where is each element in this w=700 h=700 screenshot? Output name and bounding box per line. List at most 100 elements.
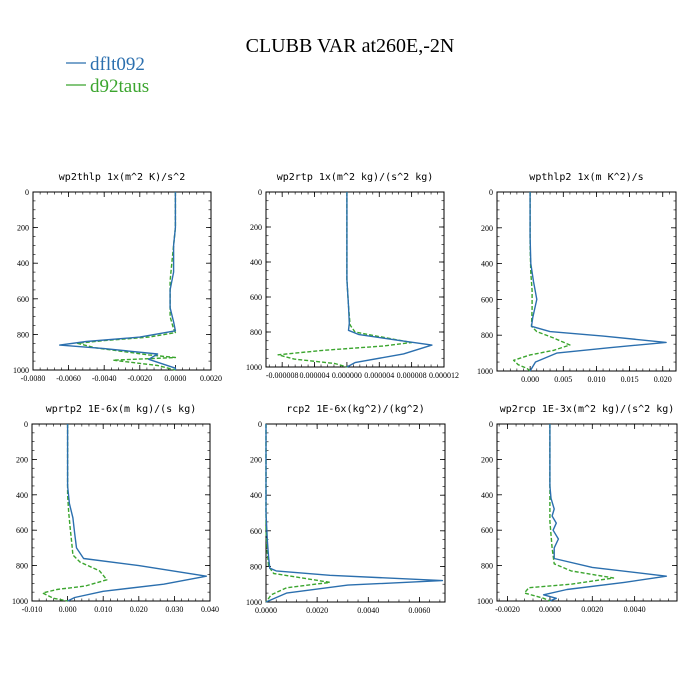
series-line-d92taus [277,192,413,368]
y-tick-label: 800 [481,331,493,340]
x-tick-label: 0.000004 [300,371,330,380]
x-tick-label: 0.010 [587,375,605,384]
x-tick-label: 0.030 [165,605,183,614]
y-tick-label: 1000 [477,597,493,606]
x-tick-label: 0.000004 [364,371,394,380]
x-tick-label: 0.0000 [539,605,561,614]
y-tick-label: 1000 [477,367,493,376]
x-tick-label: 0.0060 [408,606,430,615]
figure-title: CLUBB VAR at260E,-2N [246,35,455,57]
y-tick-label: 600 [16,526,28,535]
panel-title: wprtp2 1E-6x(m kg)/(s kg) [46,404,197,415]
y-tick-label: 400 [250,258,262,267]
y-tick-label: 600 [250,527,262,536]
series-line-dflt092 [529,192,667,372]
plot-frame [265,423,446,603]
series-line-dflt092 [346,192,433,368]
x-tick-label: 0.040 [201,605,219,614]
series-line-dflt092 [59,192,177,370]
plot-frame [31,423,211,602]
y-tick-label: 200 [16,455,28,464]
plot-frame [265,191,445,368]
panel-0: wp2thlp 1x(m^2 K)/s^202004006008001000-0… [13,172,222,383]
series-line-d92taus [512,192,571,372]
y-tick-label: 0 [258,188,262,197]
y-tick-label: 600 [481,526,493,535]
x-tick-label: 0.0040 [624,605,646,614]
panel-3: wprtp2 1E-6x(m kg)/(s kg) 0 200 400 600 800 10… [12,404,219,614]
x-tick-label: 0.000 [521,375,539,384]
series-line-d92taus [265,424,331,603]
x-tick-label: 0.015 [621,375,639,384]
panel-1: wp2rtp 1x(m^2 kg)/(s^2 kg) 0 200 400 600 800 1… [246,172,459,380]
y-tick-label: 800 [16,562,28,571]
x-tick-label: -0.0080 [21,374,46,383]
y-tick-label: 200 [481,224,493,233]
x-tick-label: 0.005 [554,375,572,384]
panel-5: wp2rcp 1E-3x(m^2 kg)/(s^2 kg) 0 200 400 600 8… [477,404,678,614]
y-tick-label: 800 [250,562,262,571]
y-tick-label: 400 [17,259,29,268]
x-tick-label: 0.0000 [164,374,186,383]
y-tick-label: 400 [481,491,493,500]
y-tick-label: 800 [250,328,262,337]
x-tick-label: 0.0040 [357,606,379,615]
panels: wp2thlp 1x(m^2 K)/s^202004006008001000-0… [12,172,678,615]
y-tick-label: 0 [489,188,493,197]
panel-2: wpthlp2 1x(m K^2)/s 0 200 400 600 800 1000 0.00… [477,172,677,384]
y-tick-label: 600 [250,293,262,302]
panel-title: wp2rcp 1E-3x(m^2 kg)/(s^2 kg) [500,404,675,415]
x-tick-label: 0.020 [130,605,148,614]
x-tick-label: -0.0020 [495,605,520,614]
x-tick-label: 0.0020 [306,606,328,615]
x-tick-label: 0.000 [59,605,77,614]
y-tick-label: 400 [16,491,28,500]
y-tick-label: 200 [250,223,262,232]
panel-title: rcp2 1E-6x(kg^2)/(kg^2) [286,404,424,415]
x-tick-label: 0.000000 [332,371,362,380]
x-tick-label: -0.0060 [56,374,81,383]
series-line-dflt092 [265,424,444,603]
y-tick-label: 200 [481,455,493,464]
x-tick-label: -0.000008 [266,371,299,380]
y-tick-label: 800 [17,330,29,339]
y-tick-label: 200 [250,456,262,465]
y-tick-label: 0 [24,420,28,429]
series-line-d92taus [523,424,615,602]
legend: dflt092 d92taus [66,54,149,97]
y-tick-label: 1000 [246,598,262,607]
x-tick-label: 0.0020 [200,374,222,383]
y-tick-label: 200 [17,224,29,233]
x-tick-label: 0.0000 [255,606,277,615]
x-tick-label: 0.0020 [581,605,603,614]
y-tick-label: 0 [25,188,29,197]
plot-frame [32,191,212,371]
y-tick-label: 400 [481,260,493,269]
y-tick-label: 1000 [12,597,28,606]
x-tick-label: 0.000008 [397,371,427,380]
panel-title: wp2rtp 1x(m^2 kg)/(s^2 kg) [277,172,434,183]
panel-title: wp2thlp 1x(m^2 K)/s^2 [59,172,185,183]
x-tick-label: 0.020 [654,375,672,384]
panel-4: rcp2 1E-6x(kg^2)/(kg^2) 0 200 400 600 800 1000… [246,404,446,615]
y-tick-label: 1000 [246,363,262,372]
x-tick-label: 0.000012 [429,371,459,380]
series-line-dflt092 [542,424,668,602]
y-tick-label: 0 [489,420,493,429]
x-tick-label: 0.010 [94,605,112,614]
series-line-d92taus [42,424,108,602]
legend-label-0: dflt092 [90,54,145,75]
y-tick-label: 400 [250,491,262,500]
y-tick-label: 600 [481,295,493,304]
y-tick-label: 0 [258,420,262,429]
series-line-dflt092 [66,424,208,602]
x-tick-label: -0.0040 [92,374,117,383]
x-tick-label: -0.010 [22,605,43,614]
y-tick-label: 800 [481,562,493,571]
legend-label-1: d92taus [90,76,149,97]
x-tick-label: -0.0020 [127,374,152,383]
panel-title: wpthlp2 1x(m K^2)/s [529,172,643,183]
series-line-d92taus [76,192,177,371]
y-tick-label: 1000 [13,366,29,375]
